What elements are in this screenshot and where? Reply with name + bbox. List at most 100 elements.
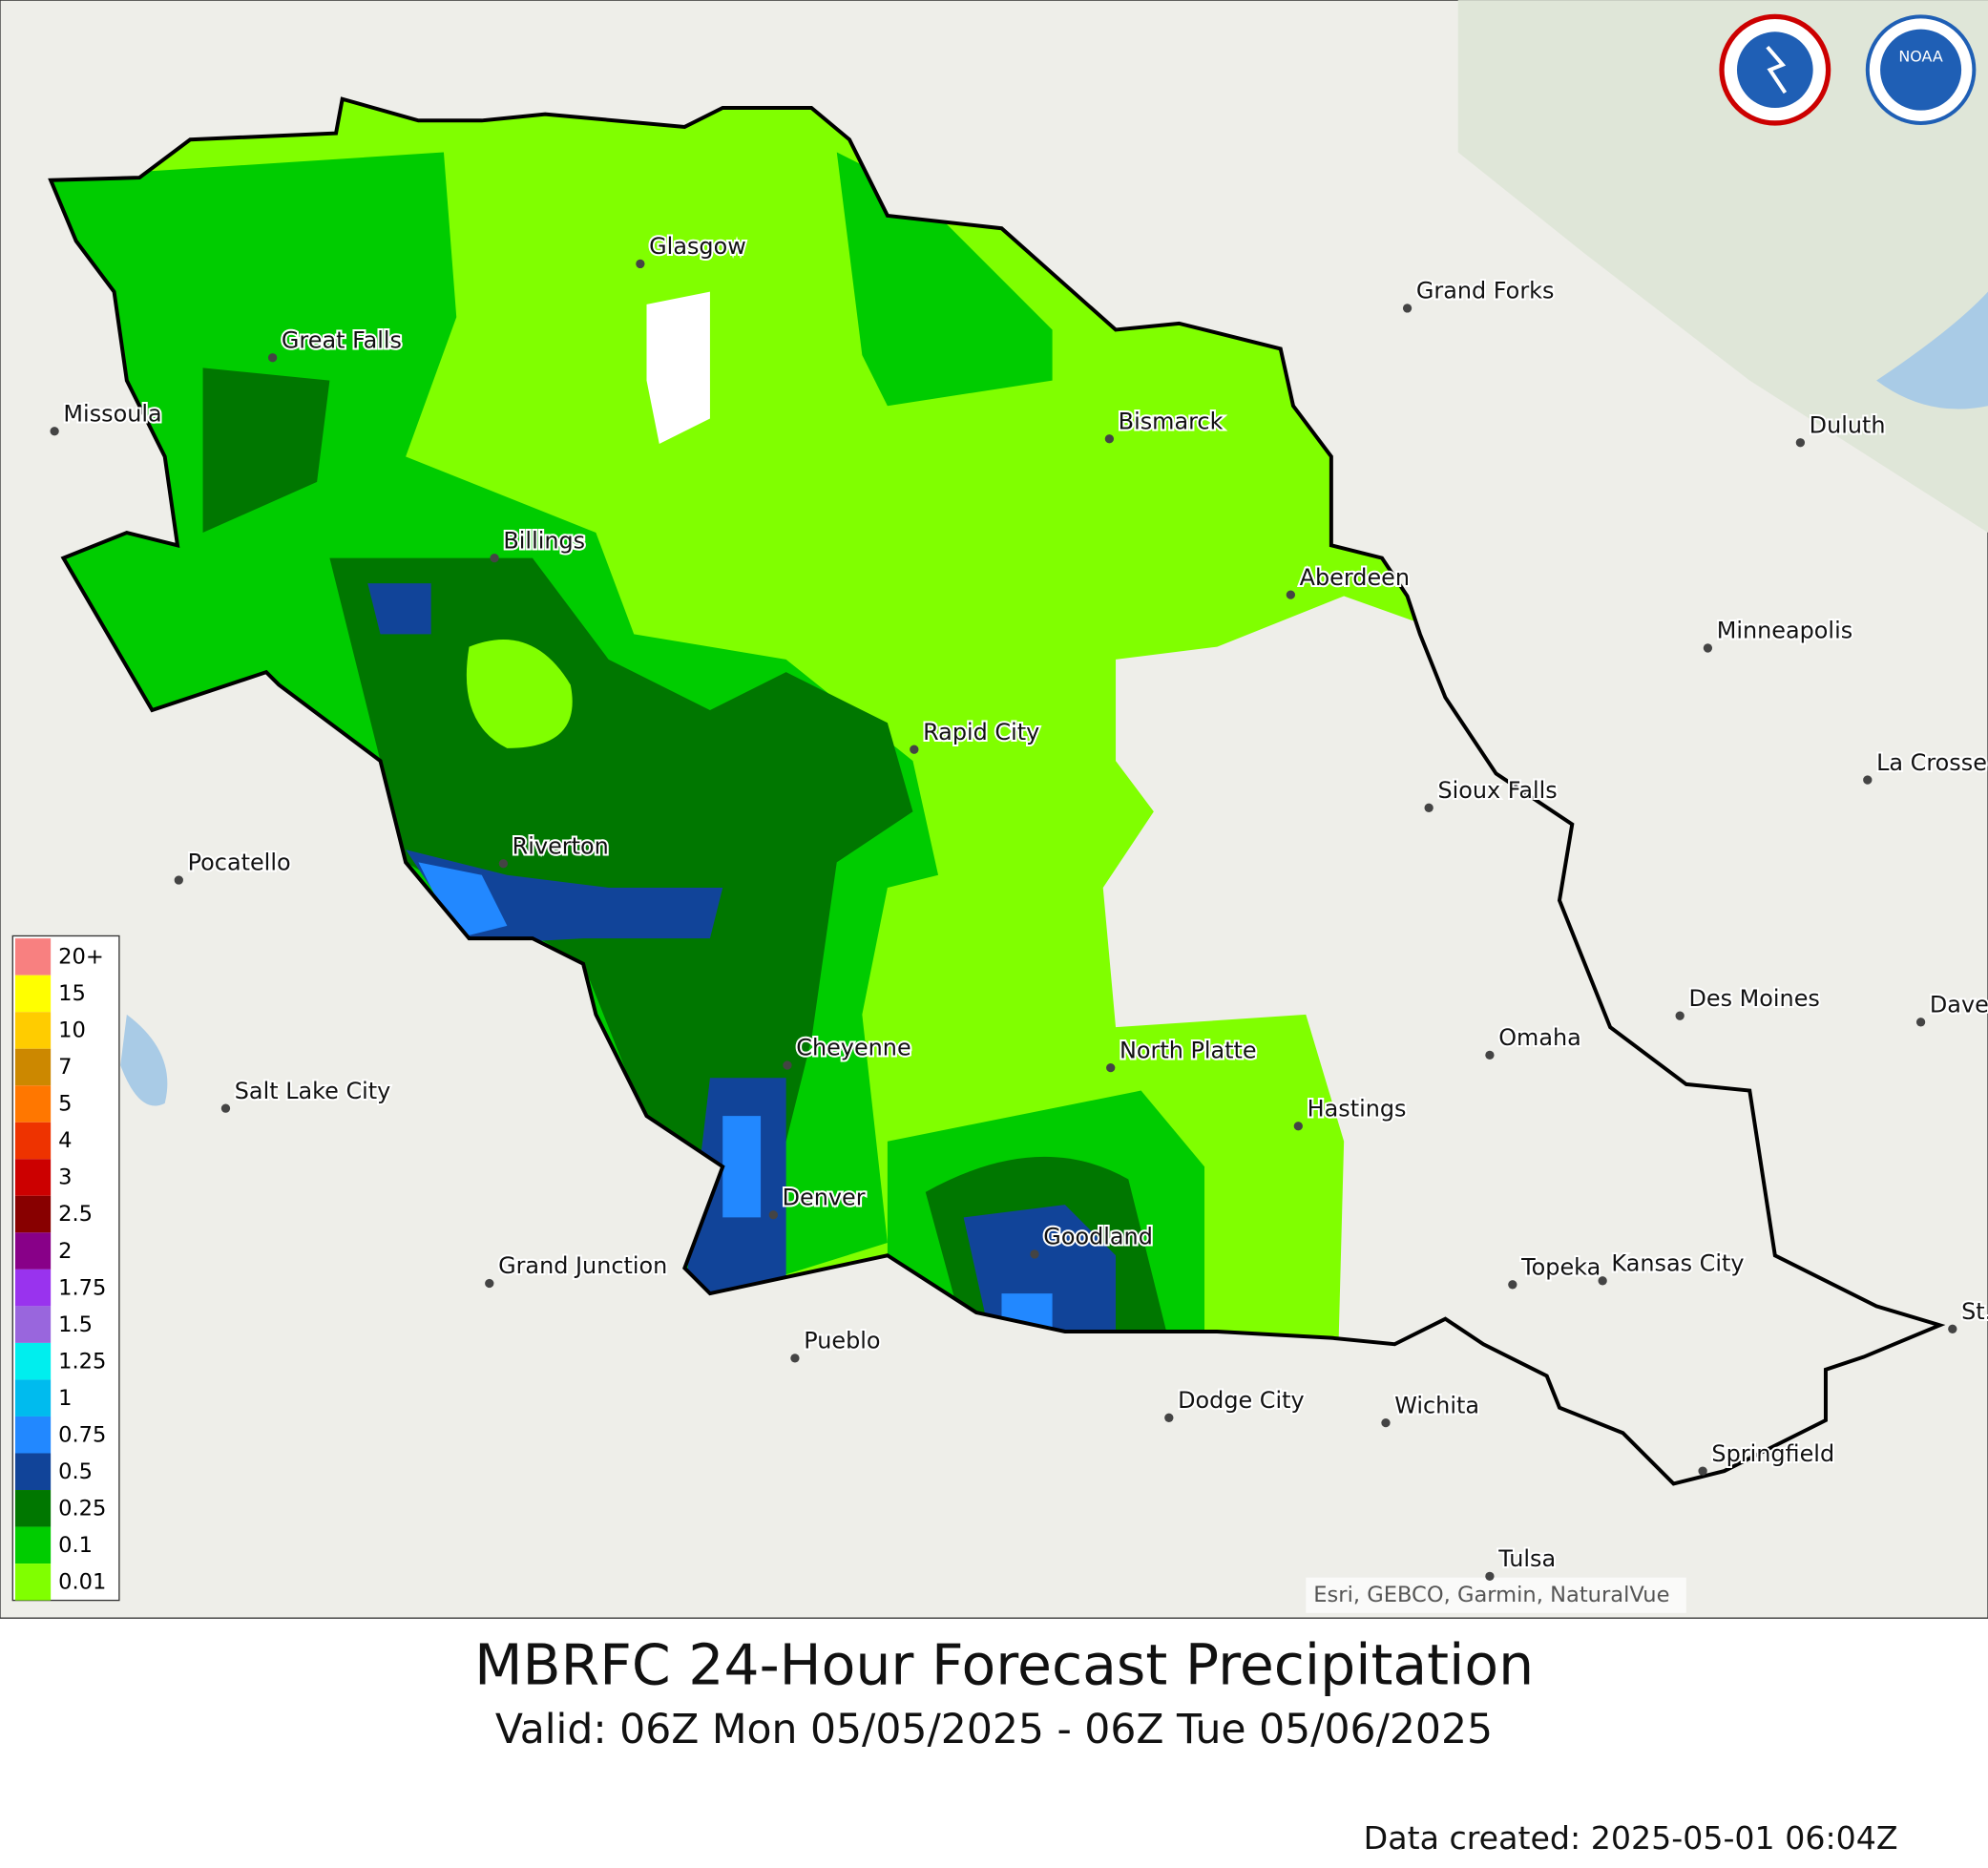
legend-label: 0.25 [58, 1496, 106, 1521]
legend-label: 0.75 [58, 1422, 106, 1447]
city-dot [490, 553, 499, 563]
city-dot [50, 427, 59, 436]
legend-label: 0.01 [58, 1569, 106, 1594]
city-dot [1508, 1280, 1517, 1290]
city-dot [1293, 1122, 1303, 1131]
lake [1876, 291, 1988, 409]
city-label: Pueblo [804, 1328, 880, 1354]
city-label: Billings [503, 527, 585, 554]
city-dot [636, 259, 645, 269]
legend-label: 10 [58, 1018, 86, 1043]
legend-swatch [14, 1085, 52, 1123]
terrain [1457, 0, 1988, 534]
city-label: Pocatello [188, 850, 291, 876]
city-dot [1381, 1417, 1391, 1428]
precip-area [418, 862, 1053, 1332]
legend-swatch [14, 1490, 52, 1527]
legend-swatch [14, 1564, 52, 1601]
legend-swatch [14, 1416, 52, 1454]
legend-swatch [14, 1048, 52, 1086]
city-label: Aberdeen [1300, 564, 1410, 591]
attribution: Esri, GEBCO, Garmin, NaturalVue [1313, 1583, 1669, 1607]
city-label: Grand Junction [498, 1252, 667, 1279]
legend-label: 1.5 [58, 1312, 93, 1337]
legend-swatch [14, 975, 52, 1013]
city-dot [1795, 438, 1806, 448]
legend-label: 3 [58, 1165, 72, 1190]
city-label: St. Louis [1961, 1298, 1988, 1325]
city-label: Cheyenne [796, 1035, 910, 1061]
city-dot [1402, 304, 1413, 313]
city-label: Kansas City [1611, 1250, 1744, 1277]
legend-label: 0.1 [58, 1533, 93, 1558]
legend-label: 0.5 [58, 1459, 93, 1484]
city-label: Bismarck [1119, 408, 1224, 434]
city-label: Great Falls [282, 326, 402, 353]
city-dot [1485, 1571, 1495, 1581]
city-label: Tulsa [1497, 1545, 1556, 1572]
city-dot [1863, 775, 1873, 785]
subtitle: Valid: 06Z Mon 05/05/2025 - 06Z Tue 05/0… [495, 1707, 1493, 1753]
city-label: Dodge City [1178, 1387, 1305, 1414]
city-dot [498, 859, 509, 869]
city-dot [1598, 1276, 1607, 1286]
city-label: Topeka [1520, 1254, 1601, 1281]
city-label: Rapid City [923, 719, 1039, 745]
legend-swatch [14, 1453, 52, 1491]
city-label: Glasgow [649, 233, 746, 260]
lake [120, 1014, 168, 1106]
city-dot [768, 1210, 779, 1220]
city-label: La Crosse [1876, 749, 1987, 776]
legend-swatch [14, 1012, 52, 1049]
city-dot [1675, 1011, 1685, 1020]
city-dot [1104, 434, 1115, 444]
legend-swatch [14, 1306, 52, 1343]
legend-swatch [14, 938, 52, 976]
legend-label: 2.5 [58, 1202, 93, 1227]
city-dot [1703, 643, 1713, 653]
city-dot [910, 745, 919, 754]
legend-label: 15 [58, 981, 86, 1006]
city-label: Missoula [63, 400, 161, 427]
city-dot [1164, 1413, 1174, 1422]
city-label: Omaha [1498, 1024, 1581, 1051]
legend-swatch [14, 1159, 52, 1196]
city-label: Springfield [1711, 1440, 1834, 1467]
city-dot [1106, 1062, 1116, 1073]
legend-swatch [14, 1122, 52, 1160]
legend-label: 5 [58, 1092, 72, 1117]
city-label: Minneapolis [1717, 618, 1852, 644]
legend-label: 2 [58, 1239, 72, 1264]
city-label: Des Moines [1688, 985, 1819, 1012]
city-label: Davenport [1930, 992, 1988, 1018]
city-label: Duluth [1810, 411, 1886, 438]
legend-swatch [14, 1269, 52, 1307]
city-label: Riverton [513, 832, 609, 859]
city-dot [267, 353, 278, 363]
city-dot [1485, 1050, 1495, 1060]
noaa-logo: NOAA [1865, 14, 1977, 125]
title: MBRFC 24-Hour Forecast Precipitation [474, 1632, 1534, 1697]
legend-swatch [14, 1379, 52, 1417]
city-label: Sioux Falls [1437, 777, 1557, 804]
legend-label: 1.75 [58, 1275, 106, 1300]
city-layer: Glasgow Grand Forks Great Falls Missoula Bis… [50, 231, 1988, 1581]
city-dot [485, 1278, 494, 1289]
city-dot [783, 1060, 792, 1070]
attribution-bg [1306, 1577, 1686, 1613]
city-label: Wichita [1394, 1392, 1479, 1418]
city-label: North Platte [1120, 1037, 1257, 1063]
nws-logo [1719, 13, 1831, 126]
legend-swatch [14, 1232, 52, 1270]
legend-swatch [14, 1342, 52, 1380]
legend-label: 1.25 [58, 1349, 106, 1374]
data-created: Data created: 2025-05-01 06:04Z [1364, 1819, 1898, 1857]
legend-label: 7 [58, 1055, 72, 1080]
city-dot [1948, 1324, 1957, 1333]
city-dot [1424, 803, 1433, 812]
city-dot [174, 875, 183, 885]
city-dot [1030, 1249, 1039, 1259]
legend-label: 1 [58, 1386, 72, 1411]
legend-swatch [14, 1526, 52, 1564]
